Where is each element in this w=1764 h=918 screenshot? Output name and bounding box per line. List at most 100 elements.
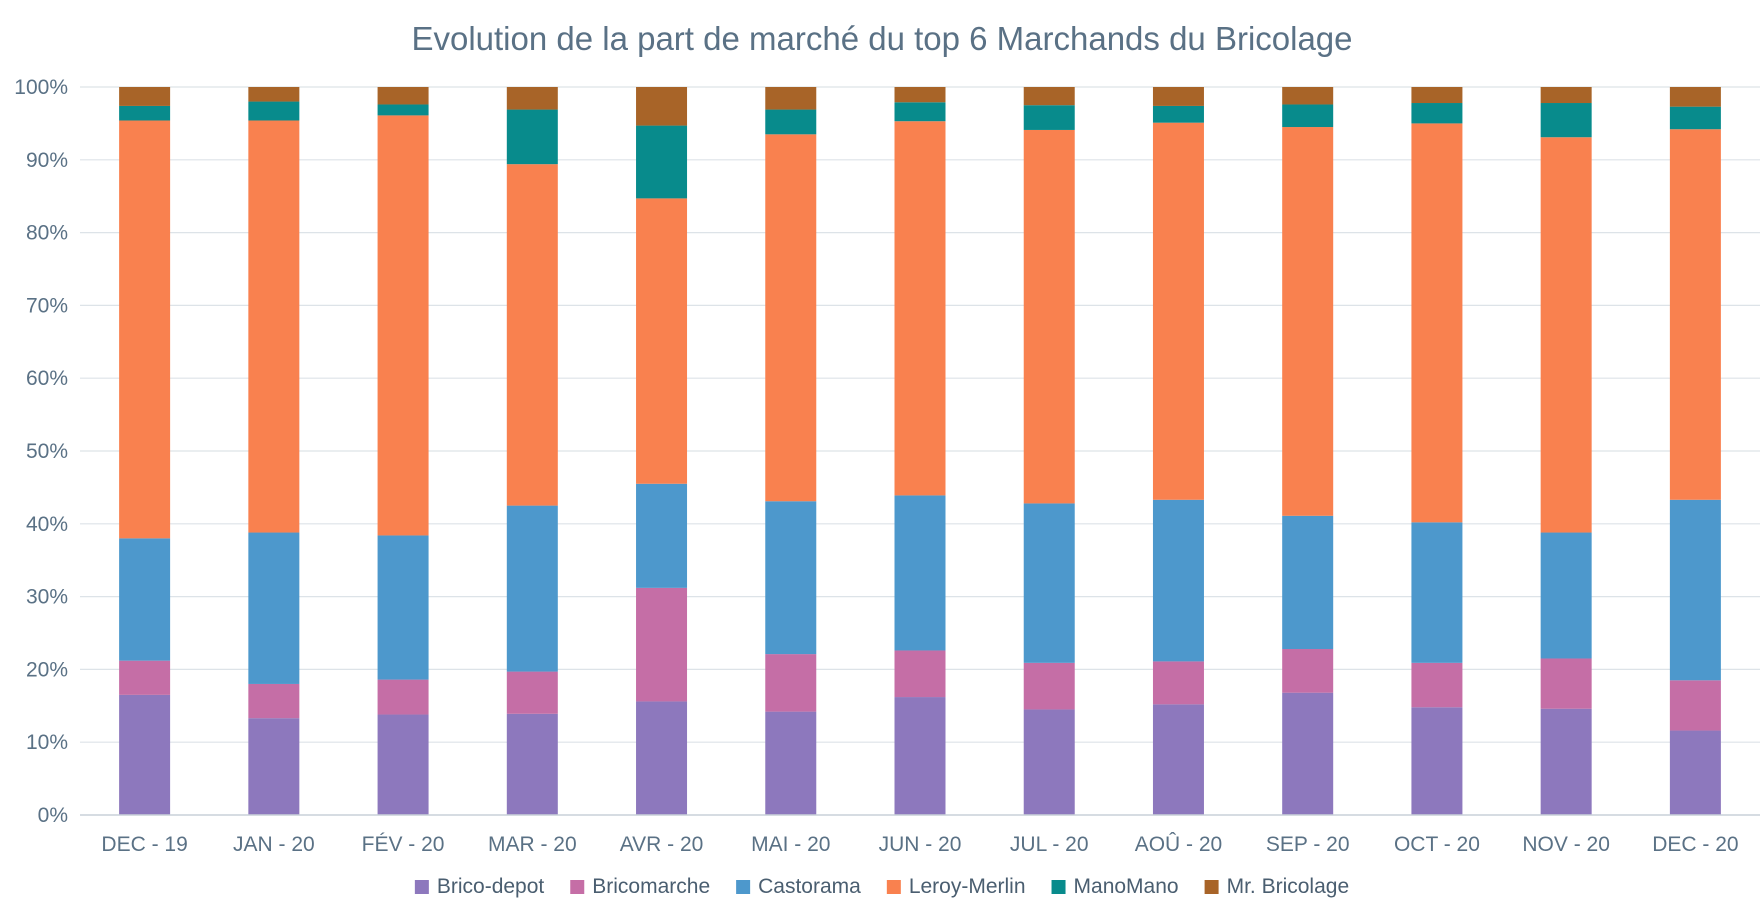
bar-segment [1282, 127, 1334, 516]
legend-swatch [414, 880, 429, 894]
bar-segment [1152, 499, 1204, 662]
bar-stack [636, 87, 688, 815]
legend-item: Castorama [736, 875, 861, 898]
bar-segment [894, 102, 946, 122]
legend-item: Brico-depot [414, 875, 545, 898]
bar-segment [765, 501, 817, 655]
bars [119, 87, 1721, 815]
x-tick-label: JUN - 20 [879, 833, 962, 856]
legend-label: Castorama [758, 875, 861, 898]
bar-segment [119, 694, 171, 815]
bar-segment [377, 714, 429, 815]
bar-segment [1411, 103, 1463, 124]
bar-segment [636, 483, 688, 588]
bar-segment [1540, 103, 1592, 138]
y-tick-label: 80% [26, 222, 68, 245]
bar-segment [377, 104, 429, 116]
bar-stack [119, 87, 171, 815]
bar-stack [377, 87, 429, 815]
x-tick-label: JUL - 20 [1010, 833, 1089, 856]
y-tick-label: 90% [26, 149, 68, 172]
bar-segment [1282, 515, 1334, 650]
bar-segment [1282, 104, 1334, 128]
x-tick-label: AVR - 20 [620, 833, 704, 856]
bar-segment [636, 587, 688, 702]
y-tick-label: 60% [26, 367, 68, 390]
bar-segment [1669, 129, 1721, 500]
bar-segment [377, 535, 429, 680]
bar-stack [1152, 87, 1204, 815]
legend-item: Bricomarche [570, 875, 710, 898]
legend-item: Leroy-Merlin [886, 875, 1026, 898]
legend: Brico-depot Bricomarche Castorama Leroy-Mer… [414, 875, 1349, 898]
x-tick-label: DEC - 19 [101, 833, 187, 856]
bar-segment [248, 101, 300, 121]
bar-segment [894, 121, 946, 496]
bar-stack [1023, 87, 1075, 815]
bar-segment [1152, 704, 1204, 815]
legend-swatch [1204, 880, 1219, 894]
bar-stack [1411, 87, 1463, 815]
y-axis-ticks: 0% 10% 20% 30% 40% 50% 60% 70% 80% 90% 100% [14, 76, 68, 827]
x-tick-label: MAR - 20 [488, 833, 577, 856]
x-tick-label: DEC - 20 [1652, 833, 1738, 856]
bar-segment [1152, 87, 1204, 106]
x-tick-label: AOÛ - 20 [1135, 833, 1223, 856]
chart-title: Evolution de la part de marché du top 6 … [411, 20, 1352, 57]
bar-segment [248, 718, 300, 815]
bar-segment [1669, 680, 1721, 731]
bar-segment [1411, 662, 1463, 708]
y-tick-label: 40% [26, 513, 68, 536]
x-tick-label: MAI - 20 [751, 833, 830, 856]
legend-swatch [570, 880, 585, 894]
bar-segment [119, 87, 171, 106]
legend-label: Brico-depot [437, 875, 545, 898]
bar-segment [1669, 106, 1721, 130]
bar-segment [119, 660, 171, 695]
bar-segment [636, 125, 688, 199]
bar-segment [765, 87, 817, 110]
bar-segment [1282, 87, 1334, 105]
bar-stack [765, 87, 817, 815]
bar-segment [765, 711, 817, 815]
bar-segment [506, 505, 558, 672]
bar-segment [506, 713, 558, 815]
legend-swatch [1051, 880, 1066, 894]
bar-segment [1152, 105, 1204, 123]
bar-segment [894, 87, 946, 103]
bar-segment [248, 120, 300, 533]
bar-stack [1540, 87, 1592, 815]
legend-label: Bricomarche [592, 875, 710, 898]
bar-stack [506, 87, 558, 815]
bar-stack [248, 87, 300, 815]
bar-segment [377, 87, 429, 105]
bar-segment [636, 87, 688, 126]
bar-segment [1411, 707, 1463, 815]
bar-segment [506, 109, 558, 165]
bar-segment [1411, 123, 1463, 523]
y-tick-label: 50% [26, 440, 68, 463]
bar-segment [1669, 87, 1721, 107]
legend-label: Leroy-Merlin [909, 875, 1026, 898]
bar-segment [894, 650, 946, 698]
bar-segment [119, 120, 171, 539]
legend-item: ManoMano [1051, 875, 1179, 898]
bar-segment [248, 87, 300, 102]
y-tick-label: 20% [26, 658, 68, 681]
bar-segment [1669, 730, 1721, 815]
bar-segment [1282, 692, 1334, 815]
y-tick-label: 10% [26, 731, 68, 754]
bar-segment [119, 538, 171, 661]
bar-stack [894, 87, 946, 815]
x-tick-label: JAN - 20 [233, 833, 315, 856]
bar-segment [1540, 87, 1592, 104]
y-tick-label: 100% [14, 76, 68, 99]
bar-segment [1411, 87, 1463, 104]
bar-segment [248, 532, 300, 684]
x-axis-ticks: DEC - 19 JAN - 20 FÉV - 20 MAR - 20 AVR - 20… [101, 833, 1738, 856]
bar-segment [1023, 662, 1075, 710]
legend-swatch [886, 880, 901, 894]
bar-segment [1023, 503, 1075, 663]
bar-segment [506, 87, 558, 110]
